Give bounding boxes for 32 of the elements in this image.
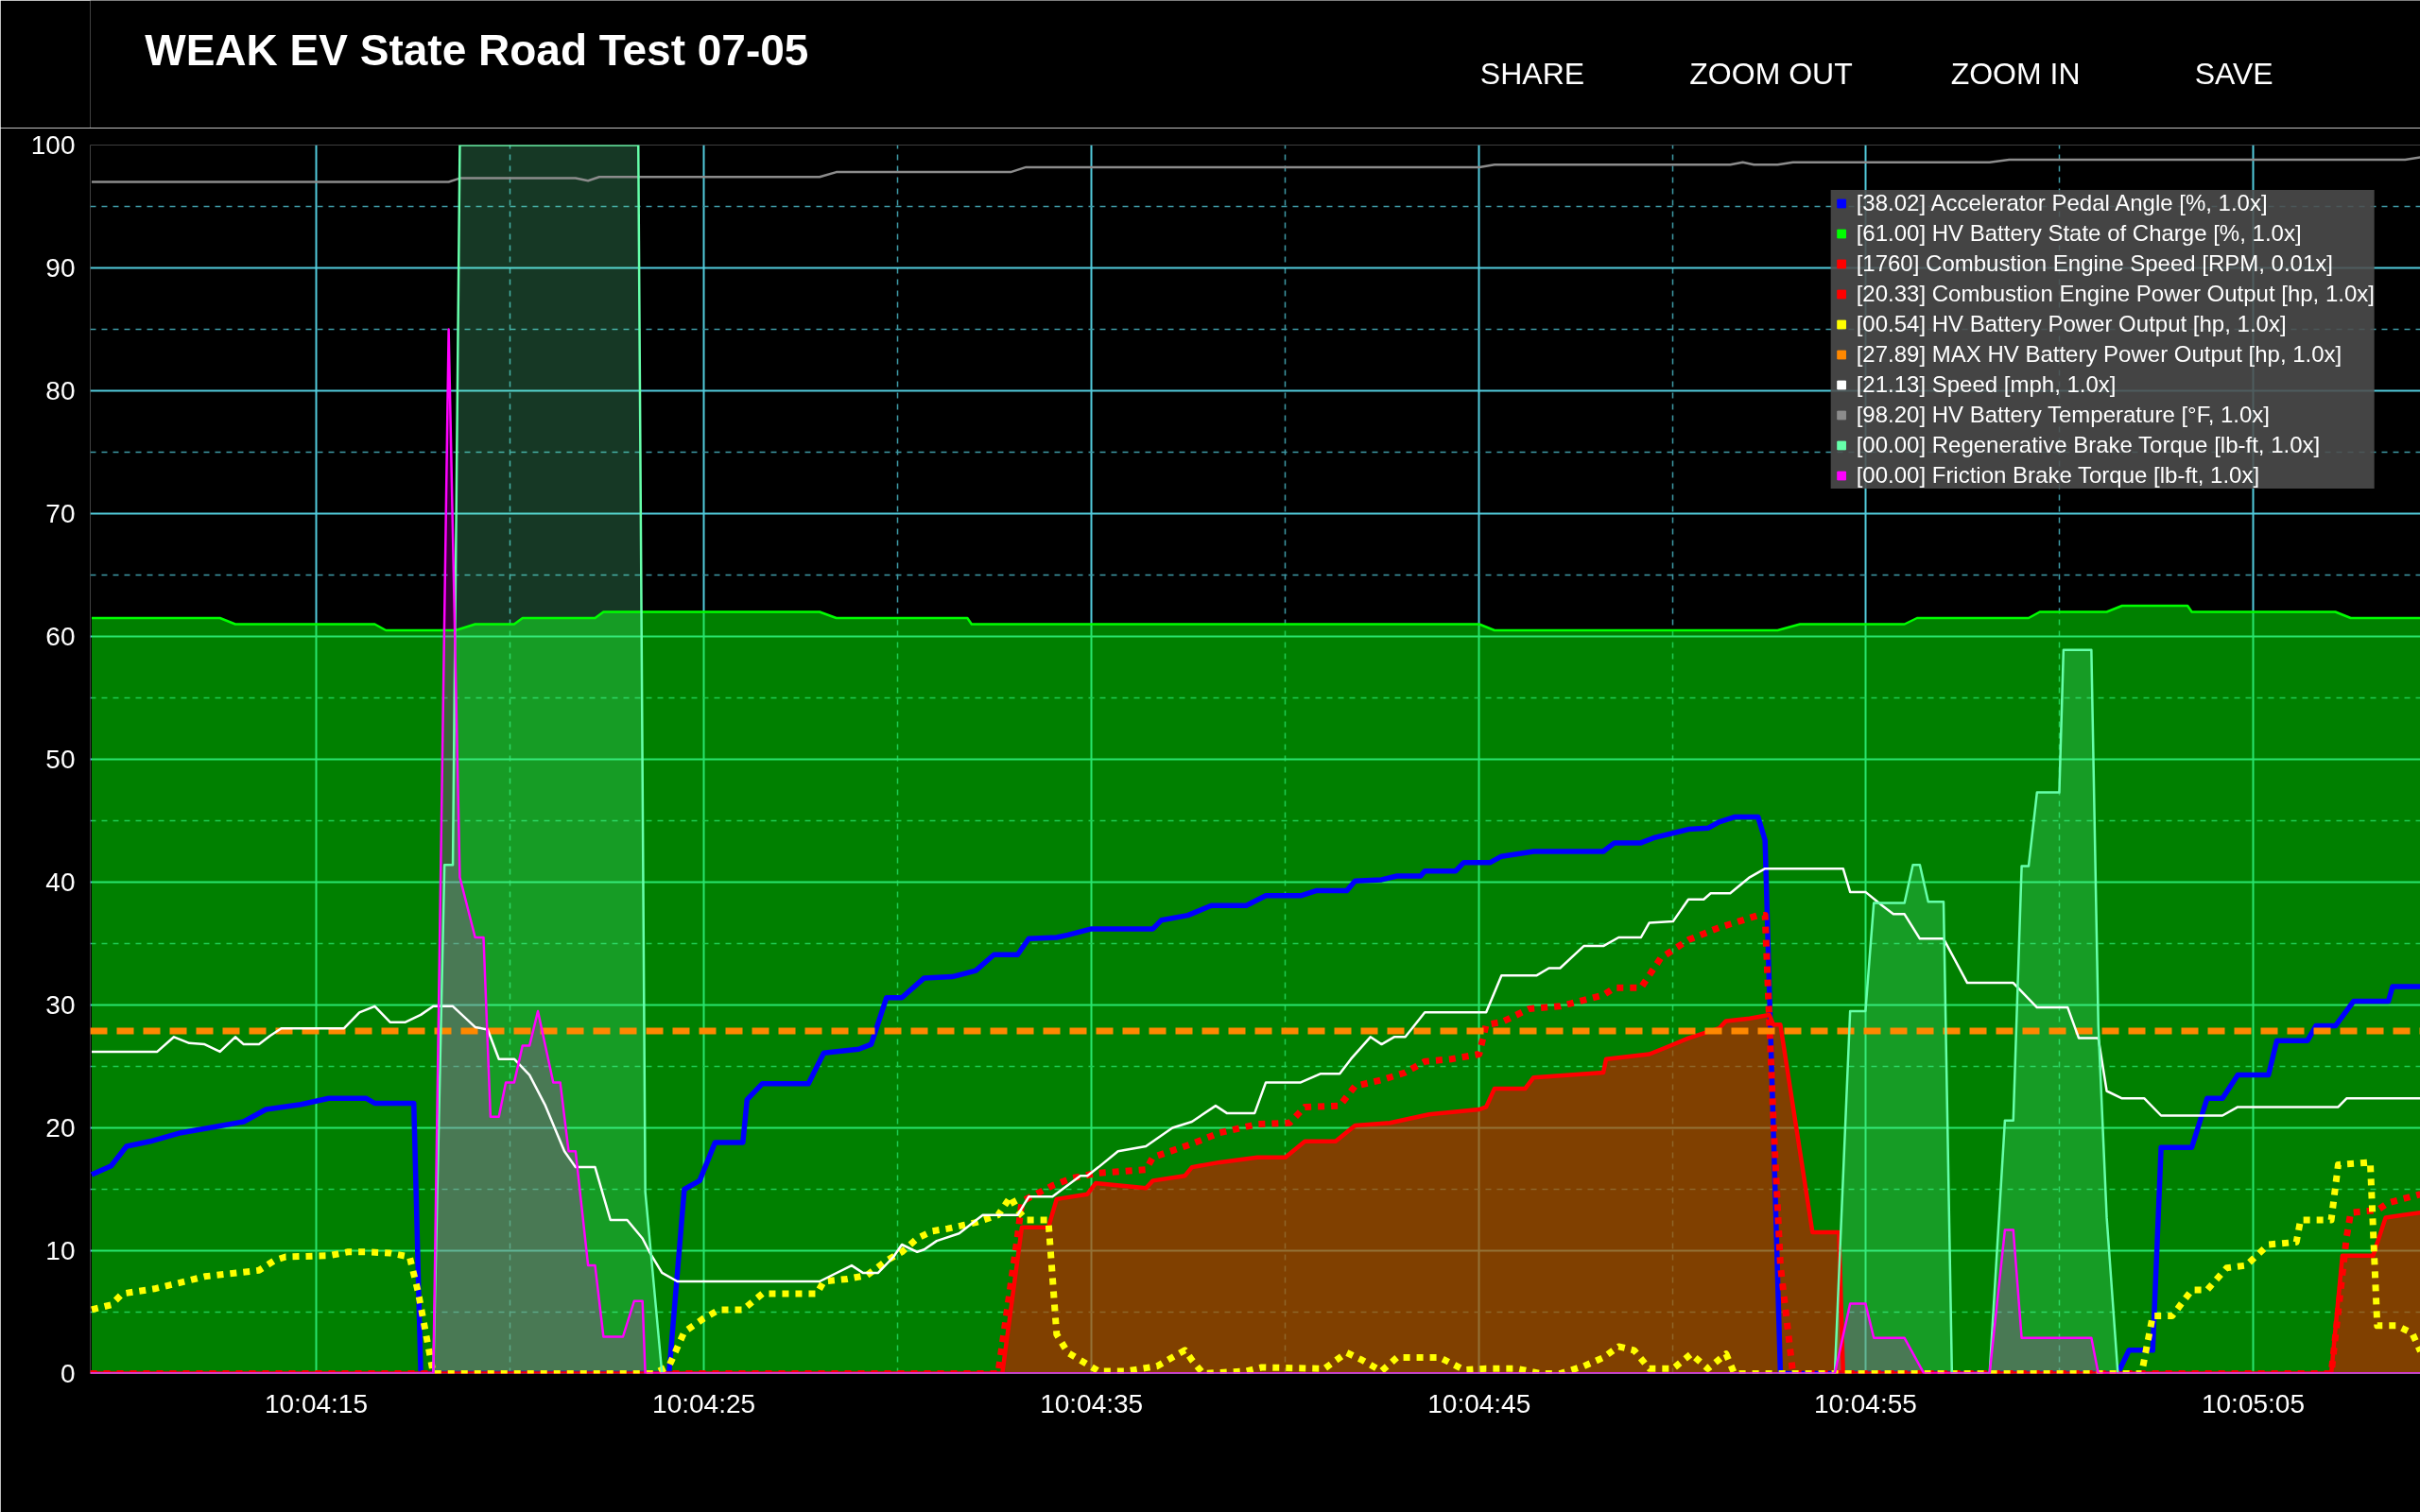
y-tick-label: 30 [45,990,76,1020]
legend-label: [38.02] Accelerator Pedal Angle [%, 1.0x] [1856,190,2268,216]
y-tick-label: 40 [45,868,76,897]
legend-label: [00.00] Regenerative Brake Torque [lb-ft, 1.0x] [1856,432,2321,458]
y-tick-label: 60 [45,622,76,651]
y-tick-label: 50 [45,745,76,774]
x-tick-label: 10:04:35 [1040,1388,1144,1418]
legend-label: [20.33] Combustion Engine Power Output [hp, 1.0x] [1856,281,2375,307]
legend-label: [98.20] HV Battery Temperature [°F, 1.0x] [1856,402,2271,428]
legend-label: [00.00] Friction Brake Torque [lb-ft, 1.0x] [1856,462,2260,489]
x-tick-label: 10:04:55 [1813,1388,1917,1418]
legend-label: [27.89] MAX HV Battery Power Output [hp, 1.0x] [1856,341,2342,368]
legend-label: [21.13] Speed [mph, 1.0x] [1856,371,2117,398]
text: ZOOM IN [1950,56,2081,91]
y-tick-label: 70 [45,499,76,528]
y-tick-label: 0 [60,1359,76,1388]
text: SAVE [2194,56,2273,91]
legend-label: [61.00] HV Battery State of Charge [%, 1.0x] [1856,220,2302,247]
y-tick-label: 20 [45,1113,76,1143]
y-tick-label: 100 [30,130,76,160]
legend-label: [00.54] HV Battery Power Output [hp, 1.0x] [1856,311,2287,337]
chart-title: WEAK EV State Road Test 07-05 [145,25,809,75]
y-tick-label: 10 [45,1236,76,1265]
legend-label: [1760] Combustion Engine Speed [RPM, 0.01x] [1856,250,2333,277]
x-tick-label: 10:04:45 [1427,1388,1531,1418]
x-tick-label: 10:04:25 [652,1388,756,1418]
x-tick-label: 10:05:05 [2201,1388,2305,1418]
text: ZOOM OUT [1689,56,1853,91]
y-tick-label: 80 [45,376,76,405]
x-tick-label: 10:04:15 [264,1388,368,1418]
text: SHARE [1479,56,1585,91]
y-tick-label: 90 [45,253,76,283]
